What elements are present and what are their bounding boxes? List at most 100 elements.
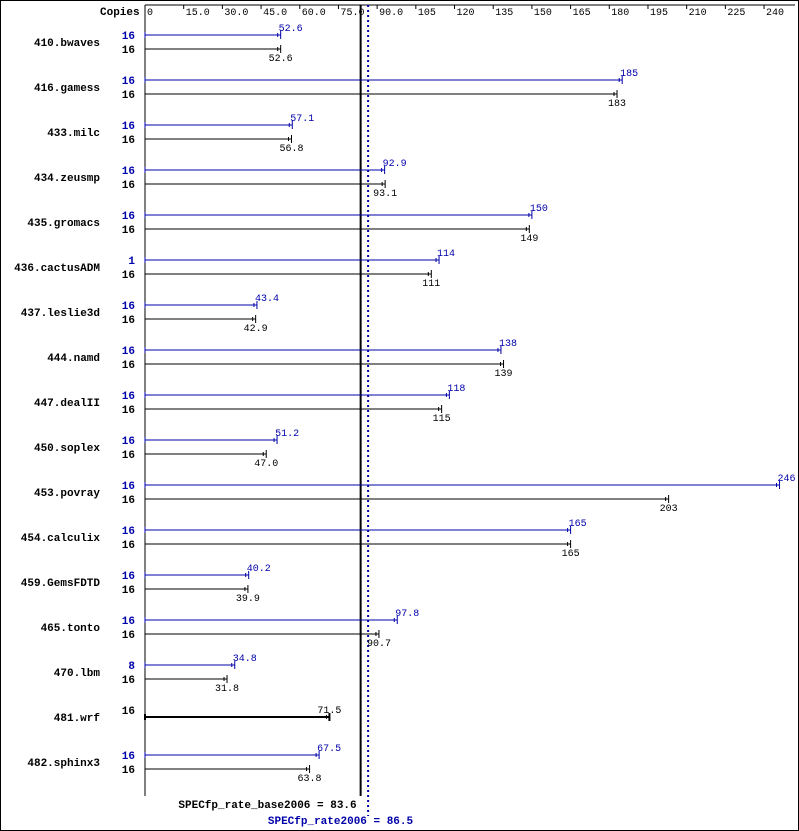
x-tick-label: 105 [418,8,436,19]
benchmark-name: 437.leslie3d [21,308,100,320]
peak-copies: 16 [122,76,135,88]
base-copies: 16 [122,315,135,327]
chart-svg: 015.030.045.060.075.090.0105120135150165… [0,0,799,831]
peak-copies: 16 [122,121,135,133]
benchmark-name: 453.povray [34,488,100,500]
x-tick-label: 45.0 [263,8,287,19]
peak-copies: 16 [122,346,135,358]
peak-value-label: 165 [569,519,587,530]
peak-copies: 1 [128,256,135,268]
base-copies: 16 [122,405,135,417]
copies-header: Copies [100,7,140,19]
peak-value-label: 185 [620,69,638,80]
peak-copies: 16 [122,436,135,448]
peak-value-label: 138 [499,339,517,350]
peak-copies: 16 [122,391,135,403]
peak-value-label: 118 [447,384,465,395]
base-value-label: 63.8 [298,774,322,785]
x-tick-label: 120 [457,8,475,19]
x-tick-label: 240 [766,8,784,19]
base-value-label: 203 [660,504,678,515]
base-copies: 16 [122,450,135,462]
benchmark-name: 470.lbm [54,668,101,680]
benchmark-name: 482.sphinx3 [27,758,100,770]
x-tick-label: 60.0 [302,8,326,19]
benchmark-name: 436.cactusADM [14,263,100,275]
peak-copies: 16 [122,481,135,493]
benchmark-name: 444.namd [47,353,100,365]
peak-copies: 16 [122,301,135,313]
x-tick-label: 30.0 [224,8,248,19]
benchmark-name: 481.wrf [54,713,101,725]
base-copies: 16 [122,630,135,642]
base-value-label: 56.8 [280,144,304,155]
summary-peak-label: SPECfp_rate2006 = 86.5 [268,816,414,828]
peak-copies: 16 [122,526,135,538]
peak-value-label: 92.9 [383,159,407,170]
base-copies: 16 [122,585,135,597]
base-value-label: 39.9 [236,594,260,605]
base-value-label: 115 [433,414,451,425]
base-value-label: 139 [495,369,513,380]
benchmark-name: 410.bwaves [34,38,100,50]
benchmark-name: 459.GemsFDTD [21,578,101,590]
x-tick-label: 165 [573,8,591,19]
x-tick-label: 150 [534,8,552,19]
base-copies: 16 [122,180,135,192]
x-tick-label: 135 [495,8,513,19]
spec-chart: 015.030.045.060.075.090.0105120135150165… [0,0,799,831]
base-value-label: 90.7 [367,639,391,650]
peak-value-label: 97.8 [395,609,419,620]
base-value-label: 71.5 [317,706,341,717]
benchmark-name: 465.tonto [41,623,101,635]
peak-copies: 16 [122,571,135,583]
base-copies: 16 [122,90,135,102]
base-value-label: 42.9 [244,324,268,335]
peak-value-label: 150 [530,204,548,215]
peak-value-label: 67.5 [317,744,341,755]
base-copies: 16 [122,270,135,282]
peak-value-label: 43.4 [255,294,279,305]
base-copies: 16 [122,135,135,147]
base-value-label: 52.6 [269,54,293,65]
base-copies: 16 [122,675,135,687]
x-tick-label: 210 [689,8,707,19]
peak-value-label: 40.2 [247,564,271,575]
x-tick-label: 0 [147,8,153,19]
peak-value-label: 34.8 [233,654,257,665]
base-value-label: 183 [608,99,626,110]
summary-base-label: SPECfp_rate_base2006 = 83.6 [178,800,356,812]
benchmark-name: 450.soplex [34,443,100,455]
base-value-label: 149 [520,234,538,245]
x-tick-label: 180 [611,8,629,19]
x-tick-label: 195 [650,8,668,19]
x-tick-label: 15.0 [186,8,210,19]
benchmark-name: 416.gamess [34,83,100,95]
benchmark-name: 435.gromacs [27,218,100,230]
base-copies: 16 [122,706,135,718]
peak-copies: 16 [122,211,135,223]
x-tick-label: 225 [727,8,745,19]
peak-copies: 16 [122,166,135,178]
benchmark-name: 447.dealII [34,398,100,410]
peak-value-label: 246 [778,474,796,485]
x-tick-label: 90.0 [379,8,403,19]
base-copies: 16 [122,495,135,507]
peak-value-label: 114 [437,249,455,260]
base-copies: 16 [122,45,135,57]
base-value-label: 47.0 [254,459,278,470]
peak-copies: 16 [122,751,135,763]
base-value-label: 31.8 [215,684,239,695]
base-value-label: 93.1 [373,189,397,200]
benchmark-name: 433.milc [47,128,100,140]
base-copies: 16 [122,225,135,237]
peak-copies: 16 [122,616,135,628]
peak-copies: 16 [122,31,135,43]
peak-value-label: 57.1 [290,114,314,125]
benchmark-name: 454.calculix [21,533,101,545]
base-copies: 16 [122,360,135,372]
peak-value-label: 52.6 [279,24,303,35]
peak-value-label: 51.2 [275,429,299,440]
peak-copies: 8 [128,661,135,673]
base-value-label: 165 [562,549,580,560]
